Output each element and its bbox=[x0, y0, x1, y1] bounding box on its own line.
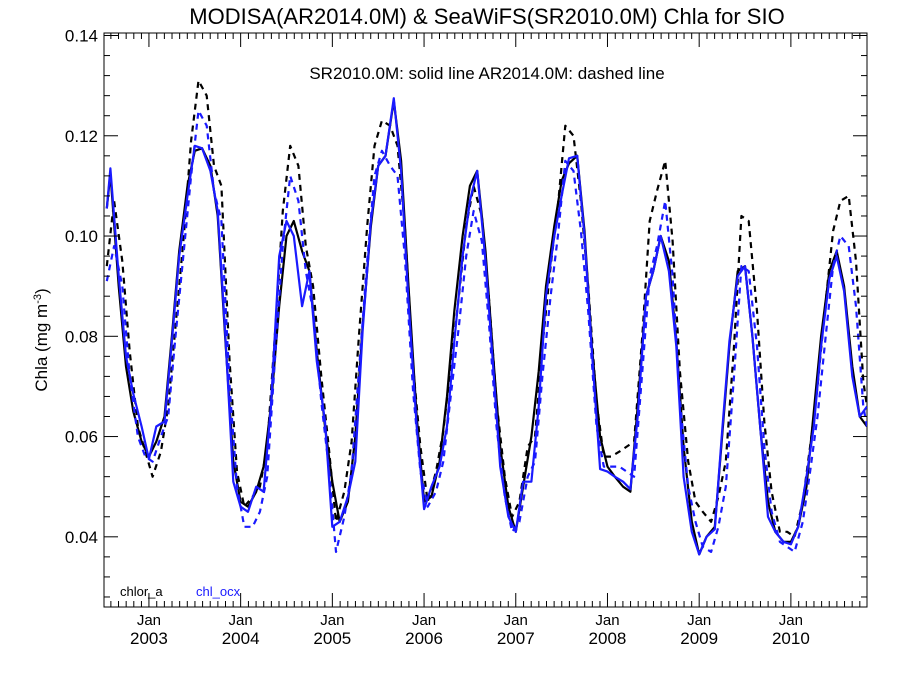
y-tick-label: 0.06 bbox=[65, 428, 98, 447]
x-tick-year-label: 2010 bbox=[772, 629, 810, 648]
x-tick-year-label: 2004 bbox=[222, 629, 260, 648]
series-line-chlor-a-solid bbox=[105, 99, 867, 556]
plot-frame bbox=[103, 32, 868, 608]
y-axis-label-close: ) bbox=[32, 288, 51, 294]
legend-label-chlor-a: chlor_a bbox=[120, 584, 163, 599]
x-tick-month-label: Jan bbox=[504, 612, 528, 629]
legend-label-chl-ocx: chl_ocx bbox=[196, 584, 241, 599]
x-tick-month-label: Jan bbox=[687, 612, 711, 629]
x-tick-year-label: 2007 bbox=[497, 629, 535, 648]
series-line-chlor-a-dashed bbox=[105, 79, 867, 538]
y-tick-label: 0.10 bbox=[65, 227, 98, 246]
series-lines bbox=[105, 79, 867, 556]
y-tick-label: 0.04 bbox=[65, 528, 98, 547]
x-tick-year-label: 2006 bbox=[405, 629, 443, 648]
y-axis-label-exponent: -3 bbox=[32, 294, 44, 304]
x-tick-month-label: Jan bbox=[595, 612, 619, 629]
x-tick-month-label: Jan bbox=[779, 612, 803, 629]
series-line-chl-ocx-solid bbox=[105, 97, 867, 556]
x-tick-year-label: 2003 bbox=[130, 629, 168, 648]
x-tick-month-label: Jan bbox=[412, 612, 436, 629]
chart-title: MODISA(AR2014.0M) & SeaWiFS(SR2010.0M) C… bbox=[189, 4, 784, 29]
y-axis-label: Chla (mg m-3) bbox=[32, 288, 51, 391]
x-tick-year-label: 2009 bbox=[680, 629, 718, 648]
y-tick-label: 0.14 bbox=[65, 27, 98, 46]
legend: chlor_a chl_ocx bbox=[120, 584, 241, 599]
x-tick-month-label: Jan bbox=[320, 612, 344, 629]
x-tick-year-label: 2005 bbox=[313, 629, 351, 648]
series-line-chl-ocx-dashed bbox=[105, 109, 867, 554]
x-tick-month-label: Jan bbox=[137, 612, 161, 629]
x-tick-year-label: 2008 bbox=[589, 629, 627, 648]
axes: 0.040.060.080.100.120.14Jan2003Jan2004Ja… bbox=[65, 27, 867, 648]
x-tick-month-label: Jan bbox=[229, 612, 253, 629]
y-tick-label: 0.12 bbox=[65, 127, 98, 146]
chart-subtitle: SR2010.0M: solid line AR2014.0M: dashed … bbox=[309, 64, 664, 83]
y-axis-label-text: Chla (mg m bbox=[32, 304, 51, 392]
y-tick-label: 0.08 bbox=[65, 327, 98, 346]
